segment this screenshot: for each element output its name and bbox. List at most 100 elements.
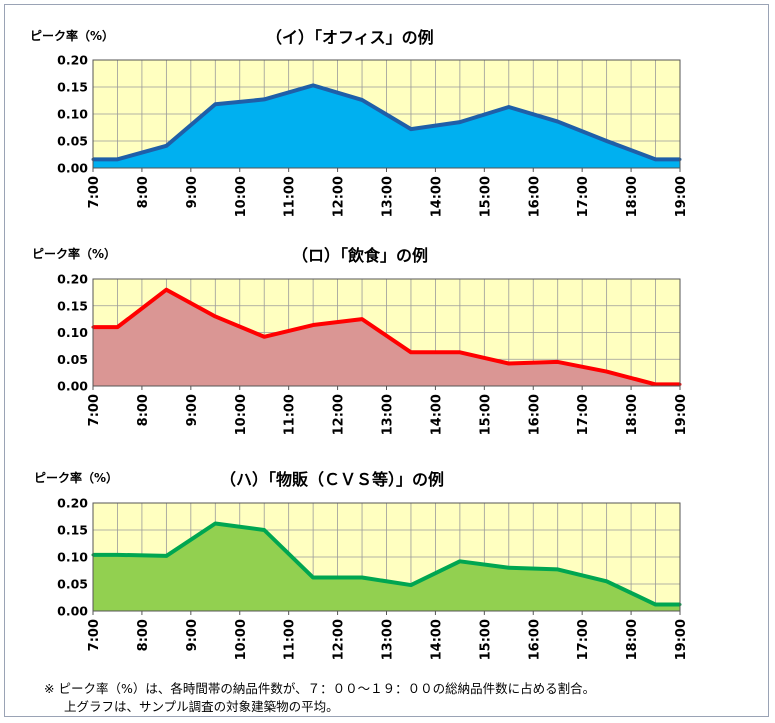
data-point (213, 102, 217, 106)
y-tick-label: 0.10 (57, 550, 88, 565)
data-point (458, 559, 462, 563)
x-tick-label: 14:00 (429, 176, 444, 217)
data-point (605, 139, 609, 143)
x-tick-label: 9:00 (185, 176, 200, 208)
y-tick-label: 0.15 (57, 523, 88, 538)
x-tick-label: 7:00 (87, 176, 102, 208)
x-tick-label: 14:00 (429, 619, 444, 660)
data-point (654, 603, 658, 607)
data-point (164, 144, 168, 148)
x-tick-label: 9:00 (185, 619, 200, 651)
figure-frame (4, 4, 769, 717)
x-tick-label: 19:00 (674, 619, 689, 660)
series-area (93, 523, 680, 611)
y-tick-label: 0.10 (57, 325, 88, 340)
x-tick-label: 16:00 (527, 176, 542, 217)
data-point (115, 553, 119, 557)
data-point (213, 314, 217, 318)
y-tick-label: 0.00 (57, 379, 88, 394)
data-point (213, 522, 217, 526)
x-tick-label: 18:00 (625, 619, 640, 660)
x-tick-label: 16:00 (527, 394, 542, 435)
x-tick-label: 15:00 (478, 619, 493, 660)
x-tick-label: 17:00 (576, 619, 591, 660)
data-point (360, 576, 364, 580)
x-tick-label: 11:00 (283, 619, 298, 660)
data-point (409, 583, 413, 587)
y-tick-label: 0.00 (57, 161, 88, 176)
x-tick-label: 15:00 (478, 394, 493, 435)
data-point (262, 335, 266, 339)
x-tick-label: 12:00 (332, 619, 347, 660)
series-line (93, 521, 680, 607)
x-tick-label: 13:00 (381, 394, 396, 435)
y-tick-label: 0.15 (57, 298, 88, 313)
data-point (164, 288, 168, 292)
y-tick-label: 0.10 (57, 107, 88, 122)
x-tick-label: 10:00 (234, 619, 249, 660)
y-tick-label: 0.20 (57, 272, 88, 287)
x-tick-label: 18:00 (625, 394, 640, 435)
x-tick-label: 11:00 (283, 176, 298, 217)
x-tick-label: 9:00 (185, 394, 200, 426)
data-point (115, 325, 119, 329)
footnote-line1: ※ ピーク率（%）は、各時間帯の納品件数が、７：００～１９：００の総納品件数に占… (44, 681, 596, 696)
series-line (93, 83, 680, 162)
x-tick-label: 18:00 (625, 176, 640, 217)
y-tick-label: 0.05 (57, 134, 88, 149)
data-point (311, 323, 315, 327)
chart1-title: （イ）「オフィス」の例 (266, 28, 434, 47)
data-point (654, 157, 658, 161)
data-point (311, 83, 315, 87)
x-tick-label: 12:00 (332, 394, 347, 435)
data-point (605, 579, 609, 583)
data-point (164, 554, 168, 558)
data-point (311, 576, 315, 580)
data-point (409, 127, 413, 131)
chart3-ylabel: ピーク率（%） (34, 471, 119, 485)
x-tick-label: 8:00 (136, 176, 151, 208)
data-point (409, 350, 413, 354)
x-tick-label: 7:00 (87, 619, 102, 651)
x-tick-label: 8:00 (136, 619, 151, 651)
x-tick-label: 11:00 (283, 394, 298, 435)
chart3-title: （ハ）「物販（ＣＶＳ等）」の例 (220, 470, 445, 489)
y-tick-label: 0.20 (57, 496, 88, 511)
data-point (507, 105, 511, 109)
x-tick-label: 10:00 (234, 176, 249, 217)
data-point (556, 360, 560, 364)
x-tick-label: 15:00 (478, 176, 493, 217)
data-point (605, 370, 609, 374)
x-tick-label: 12:00 (332, 176, 347, 217)
data-point (654, 382, 658, 386)
x-tick-label: 14:00 (429, 394, 444, 435)
data-point (262, 97, 266, 101)
y-tick-label: 0.05 (57, 577, 88, 592)
data-point (262, 528, 266, 532)
x-tick-label: 19:00 (674, 394, 689, 435)
x-tick-label: 8:00 (136, 394, 151, 426)
chart2-ylabel: ピーク率（%） (32, 247, 117, 261)
y-tick-label: 0.15 (57, 80, 88, 95)
data-point (115, 157, 119, 161)
data-point (458, 120, 462, 124)
x-tick-label: 16:00 (527, 619, 542, 660)
data-point (507, 362, 511, 366)
series-area (93, 85, 680, 168)
x-tick-label: 19:00 (674, 176, 689, 217)
x-tick-label: 7:00 (87, 394, 102, 426)
chart2-title: （ロ）「飲食」の例 (292, 246, 429, 265)
data-point (458, 350, 462, 354)
y-tick-label: 0.05 (57, 352, 88, 367)
y-tick-label: 0.20 (57, 53, 88, 68)
x-tick-label: 17:00 (576, 394, 591, 435)
x-tick-label: 17:00 (576, 176, 591, 217)
series-line (93, 287, 680, 387)
data-point (360, 98, 364, 102)
y-tick-label: 0.00 (57, 604, 88, 619)
data-point (556, 567, 560, 571)
data-point (360, 317, 364, 321)
